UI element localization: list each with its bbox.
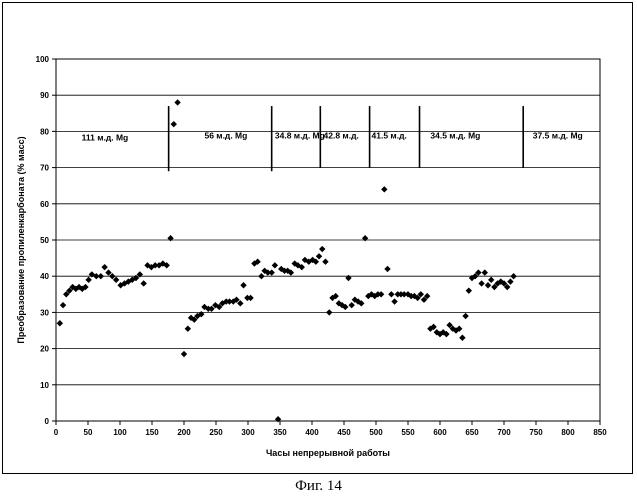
data-points — [57, 99, 517, 422]
data-point — [85, 277, 91, 283]
x-tick-label: 700 — [497, 428, 511, 437]
x-tick-label: 600 — [433, 428, 447, 437]
figure-caption: Фиг. 14 — [0, 478, 637, 495]
data-point — [240, 282, 246, 288]
data-point — [384, 266, 390, 272]
x-tick-label: 400 — [305, 428, 319, 437]
segment-annotation: 34.8 м.д. Mg — [275, 131, 325, 141]
data-point — [247, 295, 253, 301]
data-point — [171, 121, 177, 127]
x-tick-label: 250 — [209, 428, 223, 437]
data-point — [319, 246, 325, 252]
x-tick-label: 300 — [241, 428, 255, 437]
data-point — [459, 335, 465, 341]
y-tick-label: 30 — [40, 308, 49, 317]
data-point — [391, 298, 397, 304]
data-point — [507, 278, 513, 284]
data-point — [167, 235, 173, 241]
x-tick-label: 0 — [54, 428, 59, 437]
data-point — [101, 264, 107, 270]
data-point — [482, 269, 488, 275]
segment-annotation: 111 м.д. Mg — [82, 132, 129, 142]
x-tick-label: 350 — [273, 428, 287, 437]
segment-annotation: 56 м.д. Mg — [204, 131, 247, 141]
data-point — [98, 273, 104, 279]
y-axis-title: Преобразование пропиленкарбоната (% масс… — [16, 136, 26, 343]
axes: 0 10 20 30 40 50 60 70 80 90 100 0 50 100 150 200 250 300… — [36, 55, 608, 437]
data-point — [348, 302, 354, 308]
segment-annotation: 41.5 м.д. — [372, 131, 407, 141]
segment-annotation: 37.5 м.д. Mg — [533, 131, 583, 141]
data-point — [174, 99, 180, 105]
y-tick-label: 80 — [40, 127, 49, 136]
data-point — [485, 282, 491, 288]
data-point — [258, 273, 264, 279]
data-point — [488, 277, 494, 283]
chart: 0 10 20 30 40 50 60 70 80 90 100 0 50 100 150 200 250 300… — [0, 0, 637, 478]
data-point — [326, 309, 332, 315]
y-tick-label: 100 — [36, 55, 50, 64]
x-tick-label: 850 — [593, 428, 607, 437]
data-point — [272, 262, 278, 268]
y-tick-label: 70 — [40, 164, 49, 173]
x-tick-label: 150 — [145, 428, 159, 437]
x-axis-title: Часы непрерывной работы — [266, 448, 390, 458]
data-point — [185, 325, 191, 331]
x-tick-label: 650 — [465, 428, 479, 437]
x-tick-label: 500 — [369, 428, 383, 437]
y-tick-label: 40 — [40, 272, 49, 281]
annotations: 111 м.д. Mg 56 м.д. Mg 34.8 м.д. Mg42.8 м.… — [82, 131, 583, 143]
data-point — [316, 253, 322, 259]
segment-annotation: 34.5 м.д. Mg — [430, 131, 480, 141]
x-tick-label: 100 — [113, 428, 127, 437]
x-tick-label: 450 — [337, 428, 351, 437]
data-point — [510, 273, 516, 279]
y-tick-label: 20 — [40, 345, 49, 354]
data-point — [60, 302, 66, 308]
x-tick-label: 50 — [84, 428, 93, 437]
data-point — [140, 280, 146, 286]
data-point — [388, 291, 394, 297]
x-tick-label: 200 — [177, 428, 191, 437]
data-point — [362, 235, 368, 241]
data-point — [381, 186, 387, 192]
x-tick-label: 550 — [401, 428, 415, 437]
data-point — [345, 275, 351, 281]
y-tick-label: 0 — [45, 417, 50, 426]
y-tick-label: 60 — [40, 200, 49, 209]
data-point — [268, 269, 274, 275]
data-point — [478, 280, 484, 286]
x-tick-label: 750 — [529, 428, 543, 437]
y-tick-label: 90 — [40, 91, 49, 100]
data-point — [57, 320, 63, 326]
x-tick-label: 800 — [561, 428, 575, 437]
y-tick-label: 10 — [40, 381, 49, 390]
data-point — [181, 351, 187, 357]
segment-annotation: 42.8 м.д. — [324, 131, 359, 141]
data-point — [322, 259, 328, 265]
data-point — [462, 313, 468, 319]
data-point — [466, 287, 472, 293]
y-tick-label: 50 — [40, 236, 49, 245]
